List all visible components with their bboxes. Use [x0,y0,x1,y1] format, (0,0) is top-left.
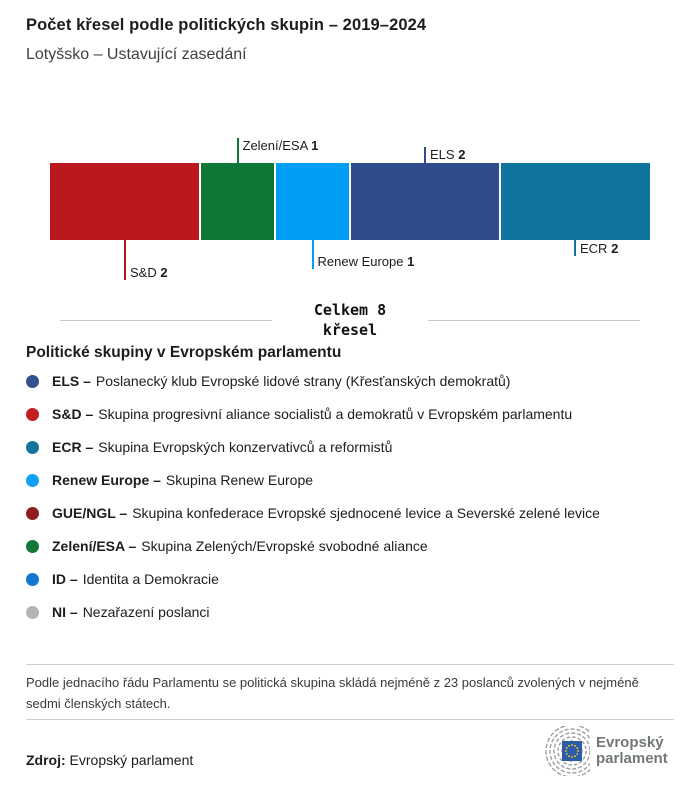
legend-dot-ecr [26,440,39,454]
total-seats-label: Celkem 8 křesel [313,301,387,339]
legend-item-id: ID – Identita a Demokracie [26,571,600,587]
source-line: Zdroj: Evropský parlament [26,752,193,768]
eu-flag-icon [562,741,582,761]
source-label: Zdroj: [26,752,66,768]
legend-item-ni: NI – Nezařazení poslanci [26,604,600,620]
legend-dot-zelen-esa [26,539,39,553]
seats-bar-chart: S&D 2 Zelení/ESA 1 Renew Europe 1 ELS 2 ECR … [0,130,700,305]
callout-label-els: ELS 2 [430,147,466,162]
left-rule [60,319,272,321]
bar-segment-els[interactable] [351,163,499,240]
political-groups-legend: ELS – Poslanecký klub Evropské lidové str… [26,373,600,638]
legend-dot-els [26,374,39,388]
callout-tick-renew-europe [311,240,314,269]
callout-label-s-d: S&D 2 [130,265,168,280]
legend-dot-gue-ngl [26,506,39,520]
legend-item-ecr: ECR – Skupina Evropských konzervativců a … [26,439,600,455]
legend-item-renew-europe: Renew Europe – Skupina Renew Europe [26,472,600,488]
callout-label-ecr: ECR 2 [580,241,619,256]
bar-segment-zelen-esa[interactable] [201,163,274,240]
callout-tick-zelen-esa [236,138,239,163]
legend-dot-ni [26,605,39,619]
callout-tick-s-d [124,240,126,280]
total-seats-row: Celkem 8 křesel [0,300,700,340]
page-subtitle: Lotyšsko – Ustavující zasedání [26,46,247,63]
ep-logo: Evropský parlament [528,726,668,776]
legend-item-s-d: S&D – Skupina progresivní aliance sociali… [26,406,600,422]
footer-divider-bottom [26,719,674,720]
legend-dot-id [26,572,39,586]
callout-label-renew-europe: Renew Europe 1 [317,254,415,269]
legend-dot-renew-europe [26,473,39,487]
ep-logo-hemicycle-icon [545,726,590,776]
footnote: Podle jednacího řádu Parlamentu se polit… [26,675,639,711]
legend-dot-s-d [26,407,39,421]
footer-divider-top [26,664,674,665]
right-rule [428,319,640,321]
callout-tick-ecr [574,240,576,256]
legend-title: Politické skupiny v Evropském parlamentu [26,344,342,361]
callout-tick-els [424,147,426,163]
bar-segment-ecr[interactable] [501,163,650,240]
stacked-seat-bar [50,163,650,240]
bar-segment-s-d[interactable] [50,163,199,240]
page-title: Počet křesel podle politických skupin – … [26,16,427,34]
source-value: Evropský parlament [69,752,194,768]
bar-segment-renew-europe[interactable] [276,163,349,240]
ep-logo-text: Evropský parlament [596,734,668,767]
legend-item-zelen-esa: Zelení/ESA – Skupina Zelených/Evropské sv… [26,538,600,554]
legend-item-els: ELS – Poslanecký klub Evropské lidové str… [26,373,600,389]
callout-label-zelen-esa: Zelení/ESA 1 [242,138,319,153]
legend-item-gue-ngl: GUE/NGL – Skupina konfederace Evropské sj… [26,505,600,521]
